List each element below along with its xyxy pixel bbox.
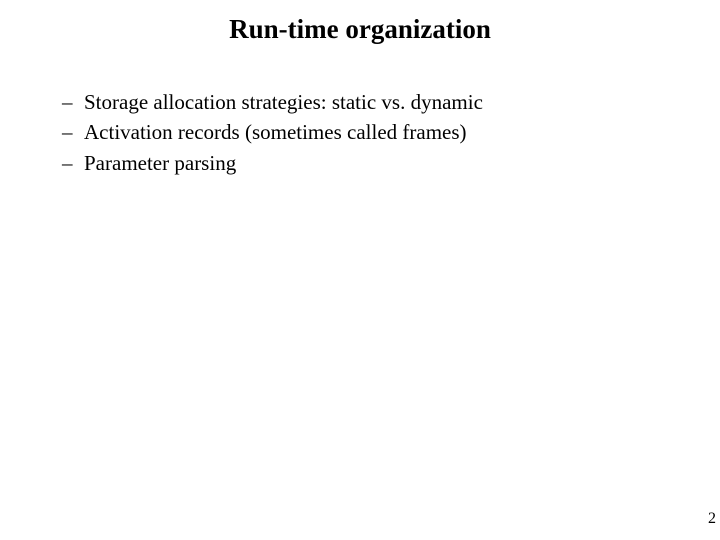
list-item-text: Parameter parsing [84,148,236,178]
page-number: 2 [708,510,716,528]
list-item: – Parameter parsing [62,148,720,178]
bullet-dash-icon: – [62,148,74,178]
list-item-text: Activation records (sometimes called fra… [84,117,467,147]
bullet-list: – Storage allocation strategies: static … [0,87,720,178]
list-item: – Storage allocation strategies: static … [62,87,720,117]
slide-title: Run-time organization [0,0,720,45]
list-item-text: Storage allocation strategies: static vs… [84,87,483,117]
list-item: – Activation records (sometimes called f… [62,117,720,147]
bullet-dash-icon: – [62,117,74,147]
bullet-dash-icon: – [62,87,74,117]
